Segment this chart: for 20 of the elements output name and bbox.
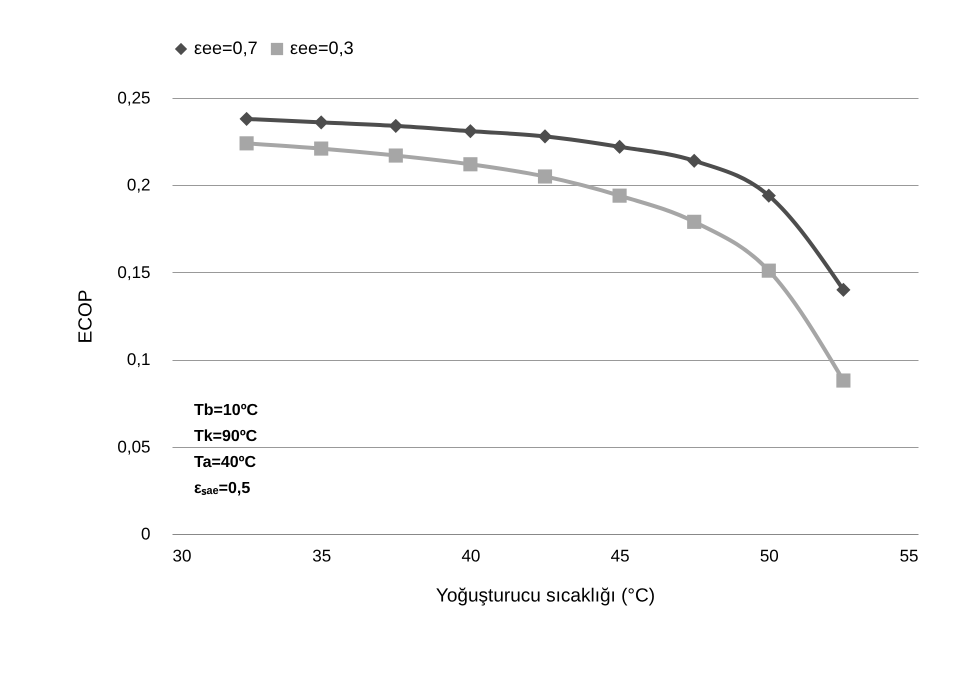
x-tick-label: 40: [461, 546, 480, 566]
y-tick-label: 0,1: [126, 350, 150, 370]
y-tick-label: 0,2: [126, 176, 150, 195]
legend-label: εee=0,7: [194, 38, 258, 58]
x-tick-label: 45: [610, 546, 630, 566]
y-tick-label: 0,15: [117, 262, 150, 282]
y-tick-label: 0,25: [117, 88, 150, 108]
x-tick-label: 55: [900, 546, 918, 566]
annotation: Ta=40ºC: [194, 454, 256, 471]
y-tick-label: 0: [141, 524, 150, 544]
annotation: εₛₐₑ=0,5: [194, 480, 250, 497]
x-axis-title: Yoğuşturucu sıcaklığı (°C): [436, 586, 656, 606]
legend-label: εee=0,3: [290, 38, 354, 58]
y-axis-title: ECOP: [75, 290, 96, 344]
annotation: Tb=10ºC: [194, 402, 259, 419]
x-tick-label: 35: [312, 546, 332, 566]
annotation: Tk=90ºC: [194, 428, 258, 445]
y-tick-label: 0,05: [117, 437, 150, 456]
x-tick-label: 50: [760, 546, 779, 566]
x-tick-label: 30: [172, 546, 192, 566]
